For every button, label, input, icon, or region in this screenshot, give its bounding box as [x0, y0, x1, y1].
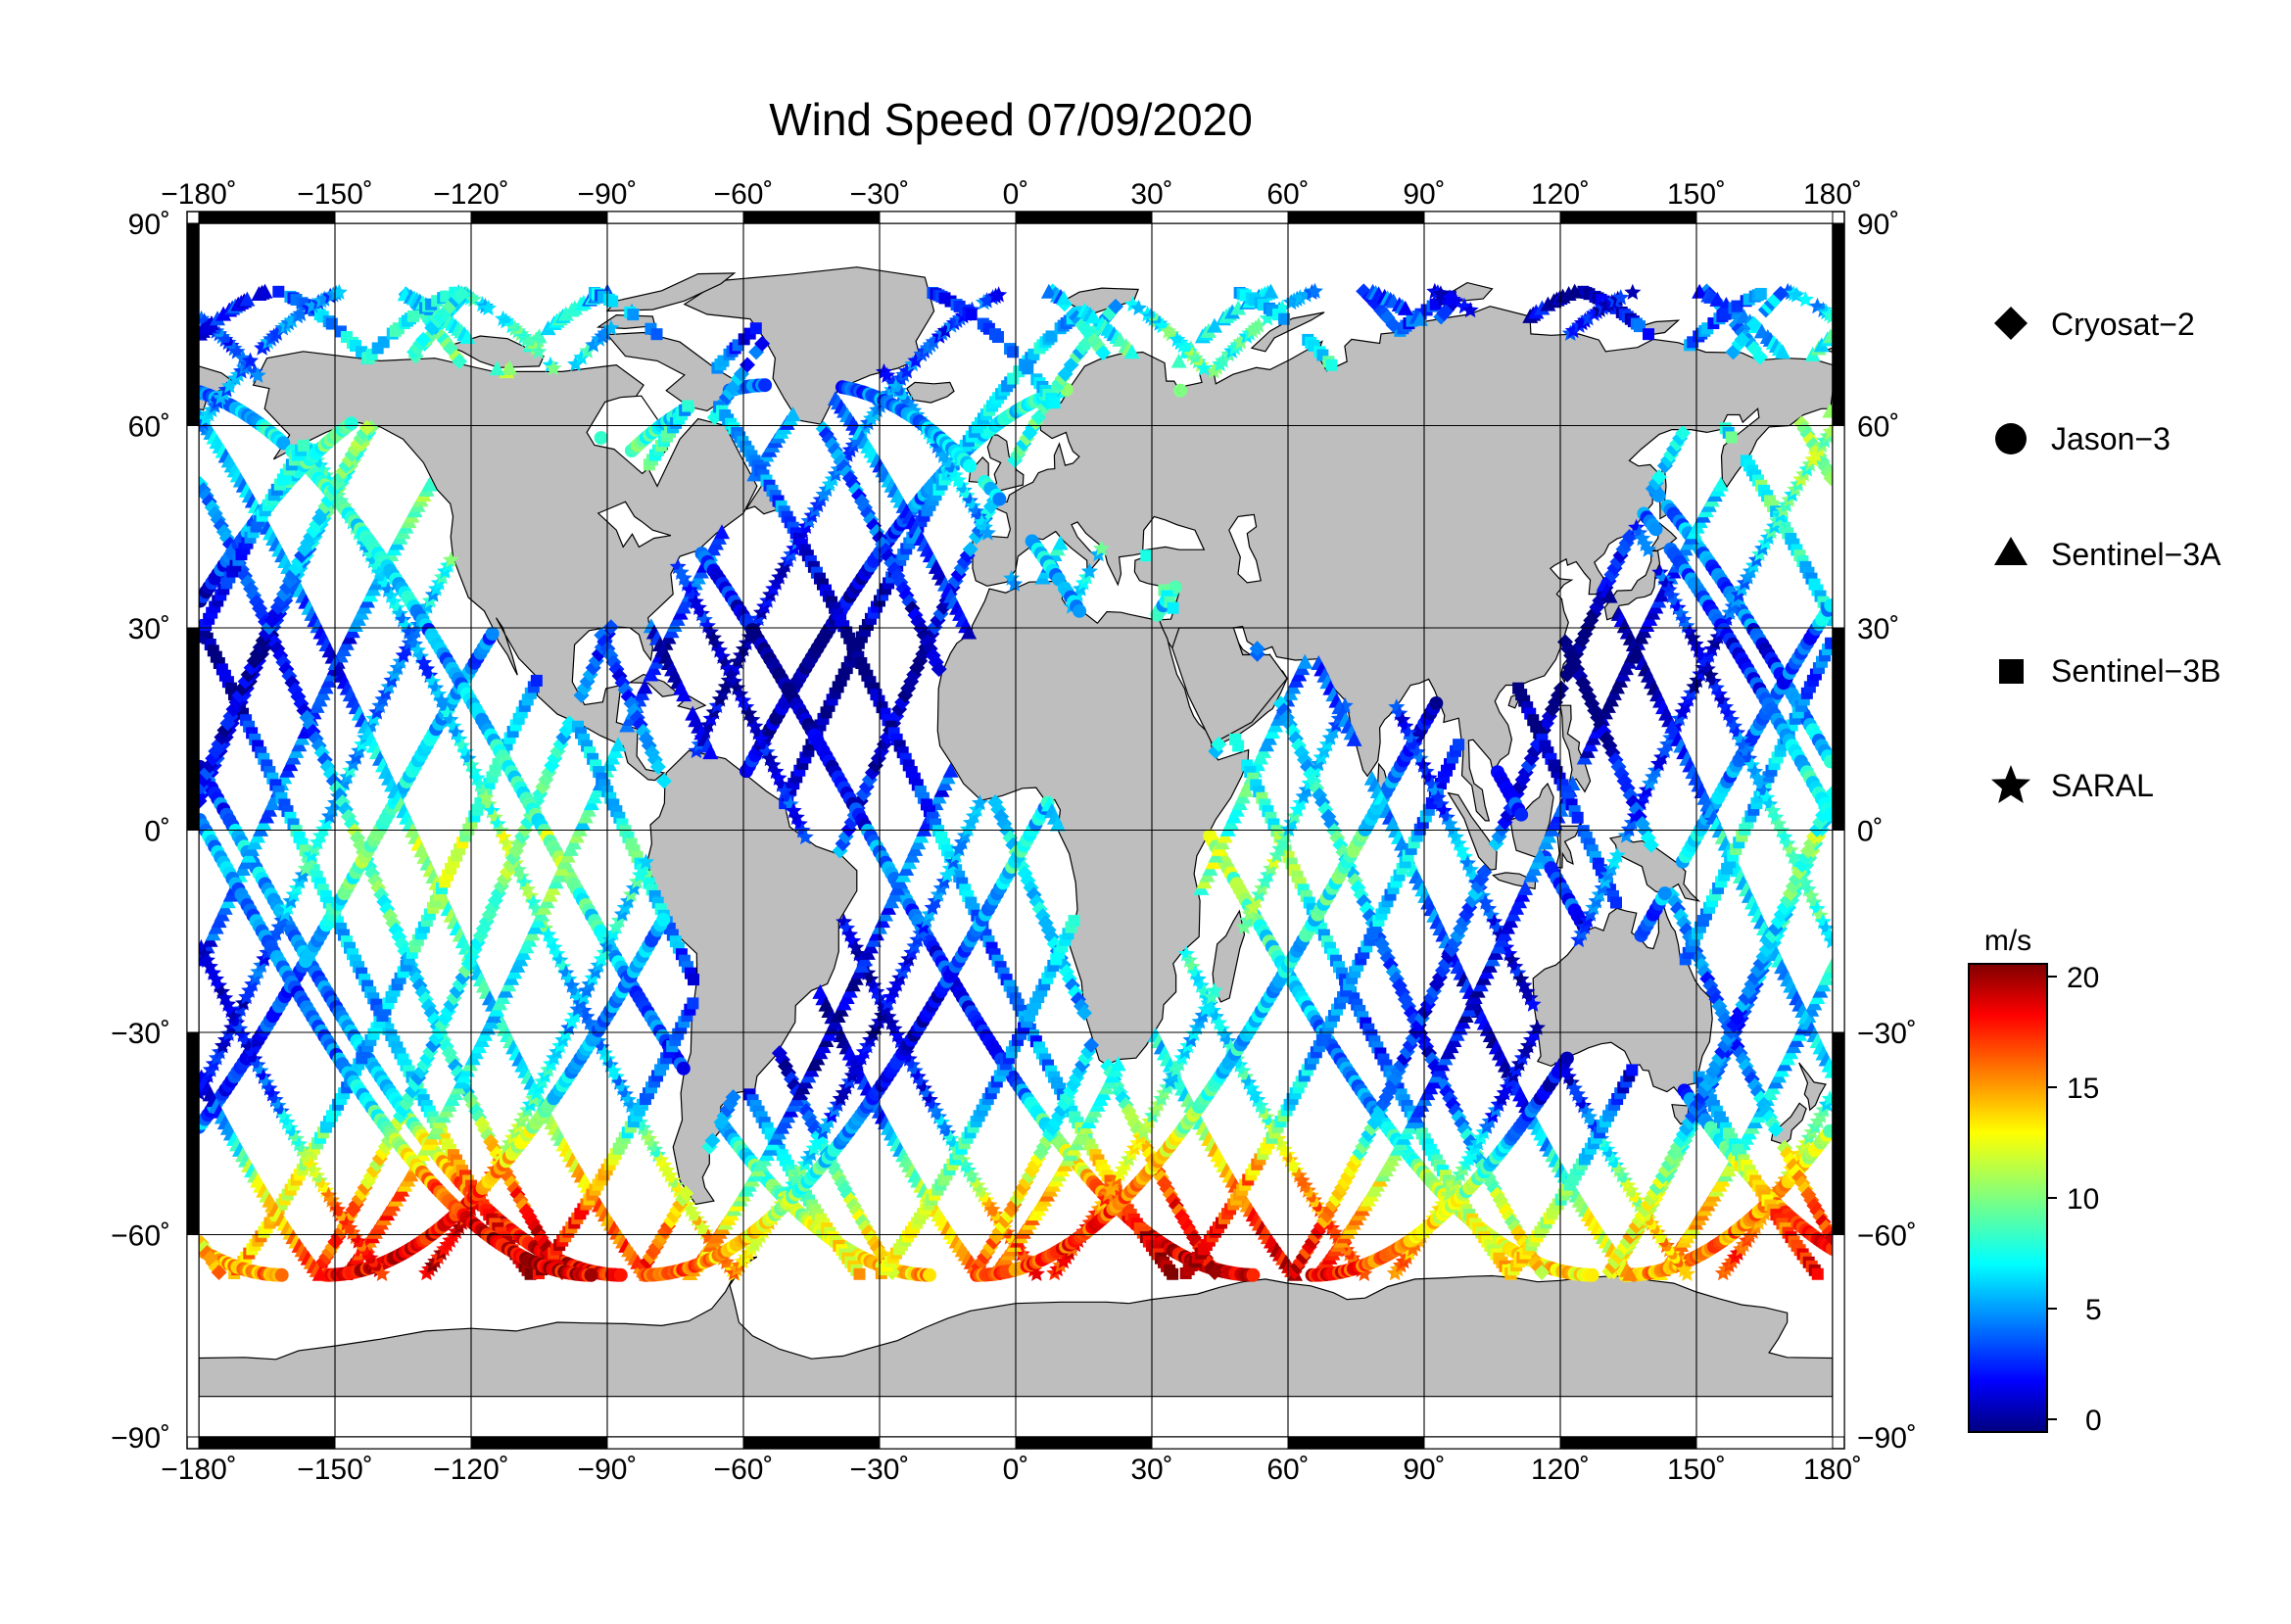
track-point: [1633, 320, 1646, 333]
land-banks-victoria: [447, 335, 545, 368]
track-point: [1048, 397, 1061, 409]
track-point: [676, 1061, 691, 1075]
land-japan-hokkaido: [1649, 522, 1678, 552]
water-caspian: [1228, 513, 1262, 584]
track-point: [421, 476, 438, 492]
track-point: [573, 349, 591, 365]
track-point: [1167, 1267, 1179, 1280]
track-point: [1068, 915, 1080, 928]
track-point: [566, 300, 583, 315]
track-point: [1140, 549, 1153, 562]
track-point: [965, 309, 978, 321]
track-point: [682, 400, 694, 412]
map-panel: −180˚−180˚−150˚−150˚−120˚−120˚−90˚−90˚−6…: [111, 178, 1917, 1486]
track-point: [1246, 1267, 1261, 1282]
land-borneo: [1509, 782, 1554, 858]
track-point: [1725, 431, 1738, 444]
track-point: [501, 359, 518, 375]
track-point: [1826, 614, 1833, 627]
track-point: [606, 295, 619, 308]
track-point: [531, 328, 548, 344]
land-philippines: [1559, 704, 1592, 793]
track-point: [567, 356, 585, 372]
land-japan-honshu: [1603, 549, 1661, 621]
track-point: [1774, 344, 1790, 359]
track-point: [597, 324, 614, 341]
track-point: [992, 492, 1007, 506]
track-point: [650, 328, 663, 341]
land-sumatra: [1447, 791, 1498, 871]
track-point: [579, 342, 597, 358]
land-newfoundland: [744, 481, 778, 515]
track-point: [1751, 349, 1768, 365]
track-point: [1073, 603, 1087, 618]
track-point: [272, 285, 285, 298]
land-iceland: [906, 381, 955, 404]
track-point: [442, 550, 459, 568]
track-point: [1709, 291, 1726, 307]
land-baffin: [605, 331, 736, 412]
track-point: [1167, 601, 1179, 614]
water-great-lakes: [597, 501, 672, 549]
track-point: [688, 974, 700, 986]
track-point: [758, 378, 773, 393]
track-point: [370, 998, 383, 1011]
track-point: [1692, 283, 1708, 299]
land-australia: [1532, 900, 1713, 1095]
track-point: [1643, 328, 1655, 341]
track-point: [1022, 362, 1034, 375]
track-point: [199, 488, 215, 504]
track-point: [585, 336, 602, 353]
track-point: [1824, 957, 1833, 973]
track-point: [1823, 1123, 1833, 1138]
land-new-zealand-north: [1798, 1062, 1827, 1112]
land-wrangel: [1824, 347, 1833, 354]
track-point: [1823, 470, 1833, 487]
track-point: [594, 431, 608, 446]
land-ellesmere: [605, 272, 737, 312]
track-point: [240, 714, 253, 727]
track-point: [922, 1267, 936, 1282]
track-point: [1824, 754, 1833, 769]
track-point: [1007, 346, 1020, 358]
track-point: [485, 626, 500, 641]
track-point: [991, 331, 1004, 344]
track-point: [1821, 1090, 1833, 1107]
track-point: [530, 674, 543, 687]
track-point: [853, 1267, 866, 1280]
track-point: [1585, 1267, 1599, 1282]
track-point: [613, 1267, 628, 1282]
chart-title: Wind Speed 07/09/2020: [769, 94, 1253, 145]
satellite-tracks: [199, 282, 1833, 1282]
track-point: [1232, 740, 1245, 752]
track-point: [687, 997, 699, 1010]
track-point: [656, 913, 671, 928]
water-black-sea: [1142, 515, 1206, 551]
track-point: [963, 458, 978, 473]
track-point: [749, 322, 762, 335]
track-point: [627, 309, 640, 321]
track-point: [1822, 403, 1833, 418]
land-novaya-zemlya: [1250, 311, 1325, 353]
land-uk: [986, 434, 1025, 495]
